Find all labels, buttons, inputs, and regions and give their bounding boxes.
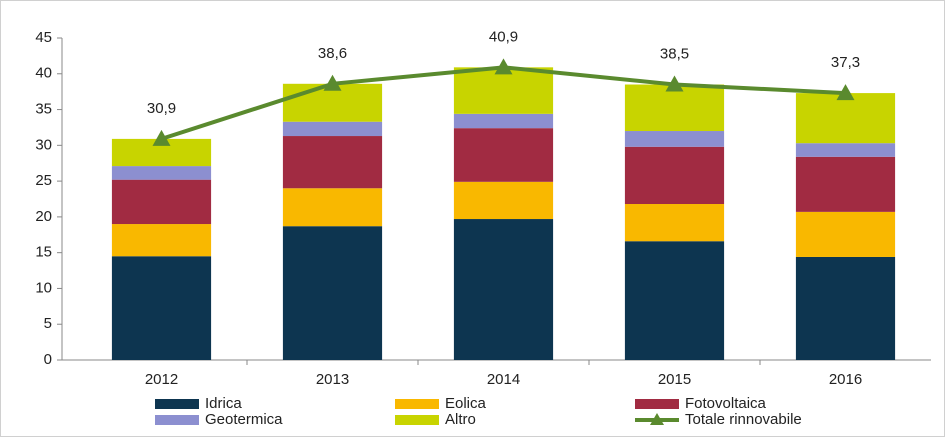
line-marker	[836, 84, 855, 101]
bar-segment	[624, 131, 725, 147]
x-tick-label: 2012	[145, 371, 178, 388]
legend-label: Fotovoltaica	[685, 395, 767, 412]
y-tick-label: 15	[35, 244, 52, 261]
bar-segment	[795, 93, 896, 144]
value-label: 38,5	[660, 45, 689, 62]
bar-segment	[282, 188, 383, 227]
legend-label: Altro	[445, 411, 476, 428]
line-marker	[152, 129, 171, 146]
y-tick-label: 0	[44, 351, 52, 368]
legend-label: Idrica	[205, 395, 242, 412]
legend-swatch	[155, 399, 199, 409]
x-tick-label: 2014	[487, 371, 520, 388]
bar-segment	[624, 84, 725, 132]
line-marker	[494, 58, 513, 75]
bar-segment	[282, 226, 383, 360]
bar-segment	[111, 166, 212, 180]
legend-label: Totale rinnovabile	[685, 411, 802, 428]
legend-swatch	[395, 399, 439, 409]
x-tick-label: 2016	[829, 371, 862, 388]
bar-segment	[624, 241, 725, 360]
y-tick-label: 45	[35, 29, 52, 46]
y-tick-label: 20	[35, 208, 52, 225]
x-tick-label: 2015	[658, 371, 691, 388]
bar-segment	[795, 156, 896, 212]
bar-segment	[624, 146, 725, 205]
y-tick-label: 5	[44, 315, 52, 332]
bar-segment	[453, 181, 554, 220]
line-marker	[323, 74, 342, 91]
bar-segment	[795, 211, 896, 257]
bar-segment	[111, 256, 212, 360]
value-label: 30,9	[147, 100, 176, 117]
bar-segment	[111, 179, 212, 225]
bar-segment	[453, 67, 554, 114]
bar-segment	[795, 256, 896, 360]
legend-marker	[650, 413, 664, 425]
y-tick-label: 30	[35, 136, 52, 153]
line-marker	[665, 75, 684, 92]
value-label: 38,6	[318, 45, 347, 62]
y-tick-label: 40	[35, 65, 52, 82]
value-label: 40,9	[489, 28, 518, 45]
bar-segment	[111, 224, 212, 257]
value-label: 37,3	[831, 54, 860, 71]
bar-segment	[624, 204, 725, 242]
bar-segment	[453, 128, 554, 182]
bar-segment	[282, 136, 383, 189]
legend-label: Geotermica	[205, 411, 283, 428]
bar-segment	[453, 219, 554, 360]
y-tick-label: 10	[35, 279, 52, 296]
legend-swatch	[155, 415, 199, 425]
bar-segment	[282, 121, 383, 137]
bar-segment	[453, 113, 554, 129]
y-tick-label: 35	[35, 101, 52, 118]
legend-swatch	[395, 415, 439, 425]
legend-label: Eolica	[445, 395, 487, 412]
bar-segment	[795, 143, 896, 157]
x-tick-label: 2013	[316, 371, 349, 388]
legend-swatch	[635, 399, 679, 409]
y-tick-label: 25	[35, 172, 52, 189]
